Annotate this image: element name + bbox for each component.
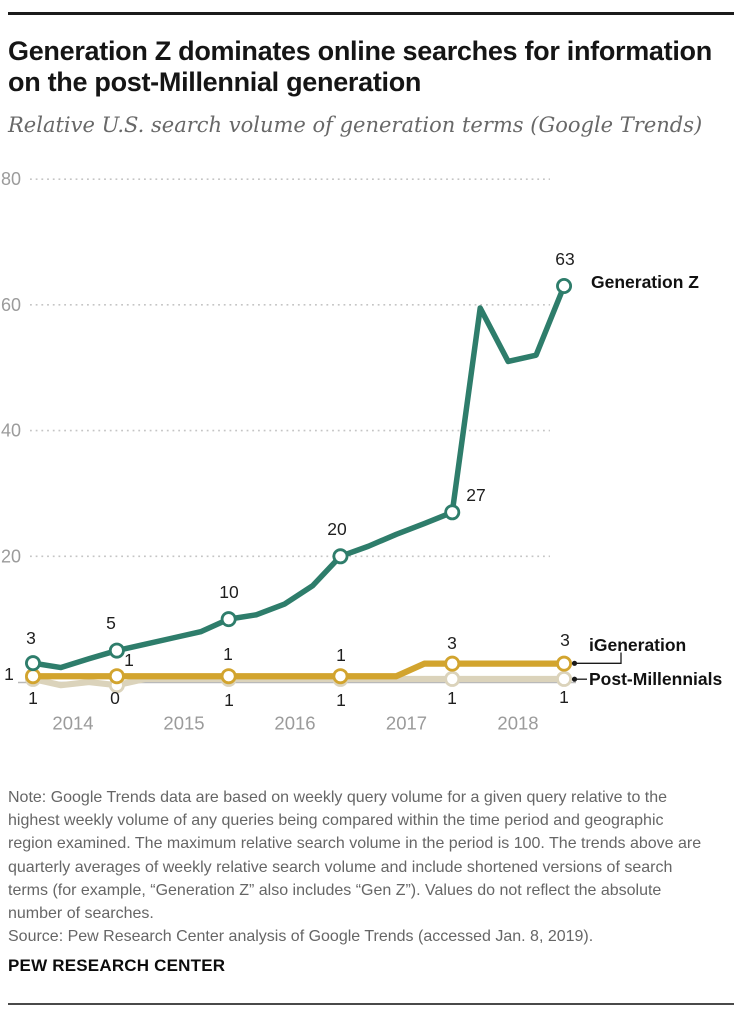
- marker-igeneration-q19: [556, 655, 573, 672]
- data-label-post-millennials-q0: 1: [28, 688, 38, 708]
- data-label-post-millennials-q3: 0: [110, 688, 120, 708]
- marker-post-millennials-q15: [444, 670, 461, 687]
- legend-label-post-millennials: Post-Millennials: [589, 669, 722, 689]
- marker-igeneration-q11: [332, 668, 349, 685]
- marker-igeneration-q0: [24, 668, 41, 685]
- data-label-igeneration-q11: 1: [336, 645, 346, 665]
- legend-leader-igeneration: [574, 652, 622, 664]
- series-line-generation-z: [32, 284, 567, 671]
- marker-igeneration-q15: [444, 655, 461, 672]
- pew-research-center-wordmark: PEW RESEARCH CENTER: [8, 956, 226, 975]
- y-axis-label-80: 80: [1, 169, 21, 189]
- marker-generation-z-q11: [332, 548, 349, 565]
- data-label-igeneration-q3: 1: [124, 650, 134, 670]
- y-axis-label-60: 60: [1, 295, 21, 315]
- data-label-igeneration-q15: 3: [447, 633, 457, 653]
- chart-subtitle: Relative U.S. search volume of generatio…: [8, 113, 703, 137]
- marker-generation-z-q0: [24, 655, 41, 672]
- legend-label-igeneration: iGeneration: [589, 635, 686, 655]
- legend-dot-post-millennials: [571, 676, 578, 682]
- page-title: Generation Z dominates online searches f…: [8, 36, 712, 97]
- data-label-generation-z-q19: 63: [555, 249, 574, 269]
- data-label-generation-z-q3: 5: [106, 613, 116, 633]
- x-axis-label-2018: 2018: [497, 713, 538, 734]
- x-axis-label-2017: 2017: [386, 713, 427, 734]
- legend-dot-igeneration: [571, 660, 578, 666]
- data-label-post-millennials-q11: 1: [336, 690, 346, 710]
- data-label-post-millennials-q19: 1: [559, 687, 569, 707]
- data-label-generation-z-q7: 10: [219, 582, 239, 602]
- y-axis-label-20: 20: [1, 546, 21, 566]
- bottom-rule: [8, 1003, 734, 1005]
- marker-post-millennials-q19: [556, 670, 573, 687]
- data-label-igeneration-q0: 1: [4, 664, 14, 684]
- data-label-igeneration-q19: 3: [560, 630, 570, 650]
- top-rule: [8, 12, 734, 15]
- data-label-post-millennials-q15: 1: [447, 688, 457, 708]
- marker-generation-z-q3: [108, 642, 125, 659]
- y-axis-label-40: 40: [1, 421, 21, 441]
- data-label-generation-z-q15: 27: [466, 485, 485, 505]
- marker-generation-z-q19: [556, 278, 573, 295]
- data-label-generation-z-q11: 20: [327, 519, 347, 539]
- legend-label-generation-z: Generation Z: [591, 272, 699, 292]
- marker-igeneration-q3: [108, 668, 125, 685]
- footnote: Note: Google Trends data are based on we…: [8, 789, 702, 923]
- data-label-igeneration-q7: 1: [223, 644, 233, 664]
- marker-generation-z-q7: [220, 611, 237, 628]
- marker-igeneration-q7: [220, 668, 237, 685]
- data-label-generation-z-q0: 3: [26, 628, 36, 648]
- x-axis-label-2015: 2015: [163, 713, 204, 734]
- x-axis-label-2014: 2014: [52, 713, 93, 734]
- source-line: Source: Pew Research Center analysis of …: [8, 928, 594, 945]
- x-axis-label-2016: 2016: [274, 713, 315, 734]
- marker-generation-z-q15: [444, 504, 461, 521]
- data-label-post-millennials-q7: 1: [224, 690, 234, 710]
